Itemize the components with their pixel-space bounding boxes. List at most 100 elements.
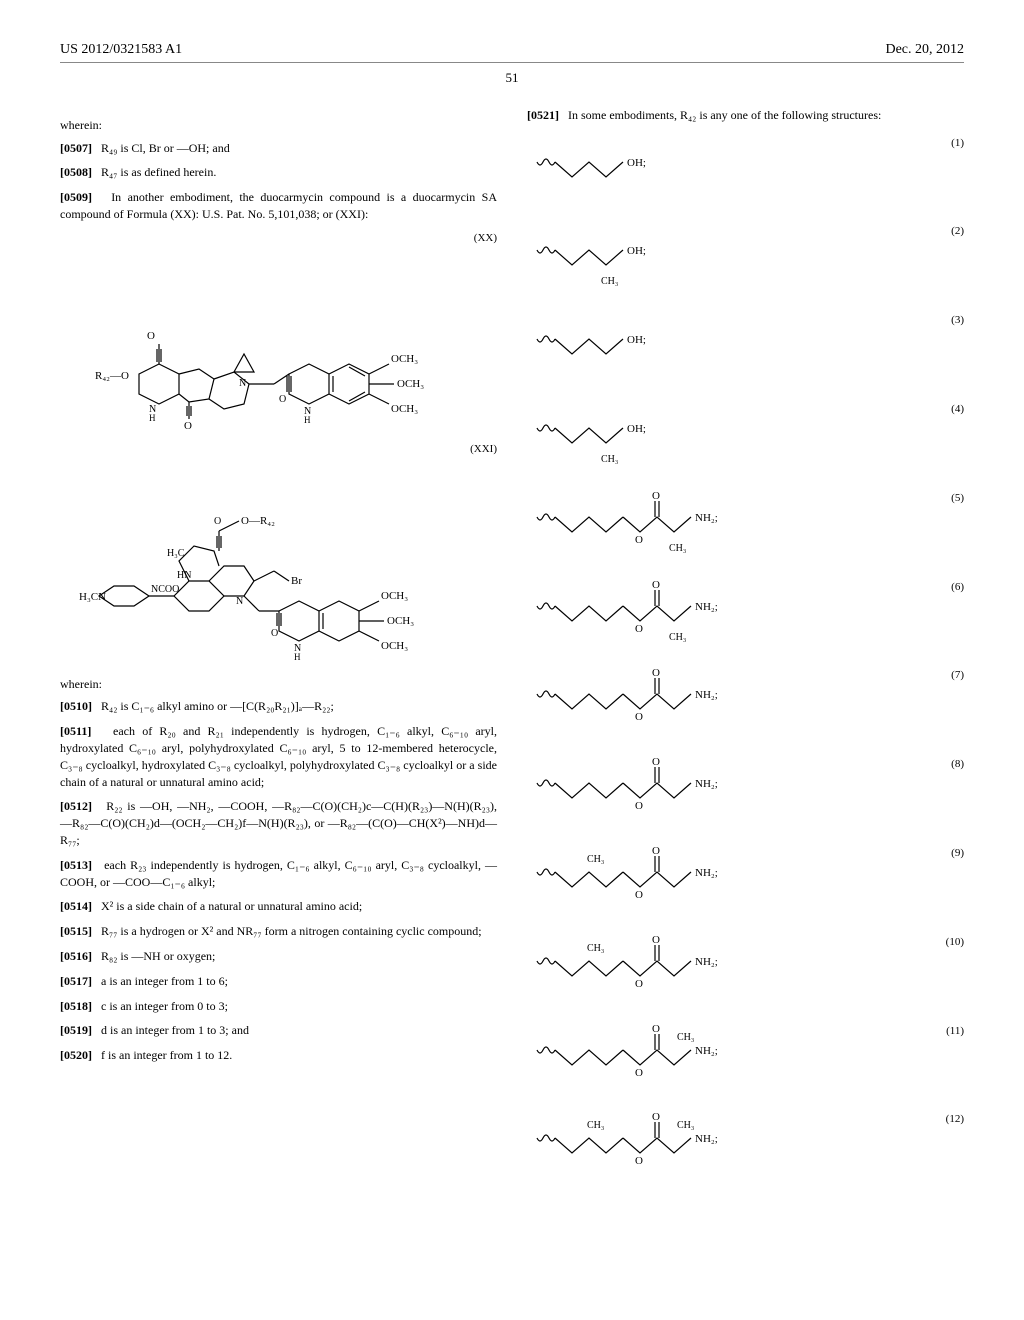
chem-label: HN [177, 570, 191, 581]
structure-number: (12) [946, 1108, 964, 1127]
formula-xxi-label: (XXI) [60, 442, 497, 457]
structure-row: OONH₂;CH₃CH₃(12) [527, 1108, 964, 1193]
para-num: [0519] [60, 1023, 92, 1037]
chem-label: OCH₃ [387, 615, 414, 627]
svg-text:O: O [652, 667, 660, 679]
para-text: X² is a side chain of a natural or unnat… [101, 899, 362, 913]
structure-row: OONH₂;(7) [527, 664, 964, 749]
para-0514: [0514] X² is a side chain of a natural o… [60, 898, 497, 915]
svg-text:O: O [652, 756, 660, 768]
chain-structure-icon: O O NH₂; CH₃ [527, 842, 747, 927]
page-number: 51 [60, 69, 964, 87]
para-0516: [0516] R₈₂ is —NH or oxygen; [60, 948, 497, 965]
para-num: [0514] [60, 899, 92, 913]
structure-row: OONH₂; (8) [527, 753, 964, 838]
para-0513: [0513] each R₂₃ independently is hydroge… [60, 857, 497, 891]
para-num: [0509] [60, 190, 92, 204]
svg-text:O: O [635, 1155, 643, 1167]
chem-label: NCOO [151, 584, 179, 595]
para-0521: [0521] In some embodiments, R₄₂ is any o… [527, 107, 964, 124]
para-text: each of R₂₀ and R₂₁ independently is hyd… [60, 724, 497, 788]
svg-text:NH₂;: NH₂; [695, 512, 718, 524]
chain-structure-icon: OONH₂;CH₃ [527, 931, 747, 1016]
wherein-1: wherein: [60, 117, 497, 134]
para-text: In some embodiments, R₄₂ is any one of t… [568, 108, 881, 122]
para-text: d is an integer from 1 to 3; and [101, 1023, 249, 1037]
para-num: [0508] [60, 165, 92, 179]
structure-row: OONH₂;CH₃ (11) [527, 1020, 964, 1105]
para-text: R₄₇ is as defined herein. [101, 165, 216, 179]
svg-text:O: O [652, 845, 660, 857]
svg-text:O: O [652, 579, 660, 591]
svg-text:OH;: OH; [627, 423, 646, 435]
two-column-layout: wherein: [0507] R₄₉ is Cl, Br or —OH; an… [60, 107, 964, 1197]
svg-text:NH₂;: NH₂; [695, 689, 718, 701]
para-0510: [0510] R₄₂ is C₁₋₆ alkyl amino or —[C(R₂… [60, 698, 497, 715]
svg-text:NH₂;: NH₂; [695, 601, 718, 613]
chem-label: OCH₃ [397, 378, 424, 390]
structure-row: OONH₂;CH₃(10) [527, 931, 964, 1016]
chem-label: N [236, 596, 243, 607]
chem-label: H [294, 652, 301, 662]
publication-date: Dec. 20, 2012 [885, 40, 964, 60]
para-0509: [0509] In another embodiment, the duocar… [60, 189, 497, 223]
structure-number: (6) [951, 576, 964, 595]
structure-number: (10) [946, 931, 964, 950]
chain-structure-icon: OH; [527, 309, 687, 394]
svg-text:CH₃: CH₃ [587, 943, 604, 954]
para-0507: [0507] R₄₉ is Cl, Br or —OH; and [60, 140, 497, 157]
structure-number: (3) [951, 309, 964, 328]
structure-number: (4) [951, 398, 964, 417]
chain-structure-icon: OH; [527, 132, 687, 217]
structure-number: (11) [946, 1020, 964, 1039]
para-num: [0516] [60, 949, 92, 963]
chain-structure-icon: OONH₂; [527, 753, 747, 838]
svg-text:O: O [652, 490, 660, 502]
chem-label: H₃CN [79, 591, 106, 603]
svg-text:NH₂;: NH₂; [695, 867, 718, 879]
svg-text:CH₃: CH₃ [677, 1120, 694, 1131]
chem-label: H₃C [167, 548, 185, 559]
structure-number: (2) [951, 220, 964, 239]
para-num: [0520] [60, 1048, 92, 1062]
chain-structure-icon: OONH₂;CH₃ [527, 576, 747, 661]
svg-text:OH;: OH; [627, 245, 646, 257]
svg-text:O: O [652, 1111, 660, 1123]
svg-text:O: O [635, 534, 643, 546]
structure-number: (8) [951, 753, 964, 772]
chem-label: OCH₃ [391, 403, 418, 415]
right-column: [0521] In some embodiments, R₄₂ is any o… [527, 107, 964, 1197]
chem-label: OCH₃ [391, 353, 418, 365]
svg-text:O: O [652, 934, 660, 946]
chem-label: O [271, 628, 278, 639]
structure-number: (1) [951, 132, 964, 151]
chem-label: OCH₃ [381, 640, 408, 652]
para-num: [0511] [60, 724, 91, 738]
svg-text:CH₃: CH₃ [677, 1032, 694, 1043]
chem-label: OCH₃ [381, 590, 408, 602]
chem-label: O [184, 420, 192, 432]
svg-text:CH₃: CH₃ [587, 854, 604, 865]
para-text: a is an integer from 1 to 6; [101, 974, 228, 988]
para-text: In another embodiment, the duocarmycin c… [60, 190, 497, 221]
chain-structure-icon: OONH₂; [527, 664, 747, 749]
chem-label: O [279, 394, 286, 405]
svg-text:O: O [635, 889, 643, 901]
para-0519: [0519] d is an integer from 1 to 3; and [60, 1022, 497, 1039]
svg-text:NH₂;: NH₂; [695, 956, 718, 968]
svg-text:O: O [652, 1023, 660, 1035]
para-text: R₄₉ is Cl, Br or —OH; and [101, 141, 230, 155]
formula-xx-label: (XX) [60, 231, 497, 246]
structure-row: OH; CH₃ (2) [527, 220, 964, 305]
chem-label: O [214, 516, 221, 527]
svg-text:CH₃: CH₃ [669, 543, 686, 554]
structure-number: (9) [951, 842, 964, 861]
svg-text:CH₃: CH₃ [601, 454, 618, 465]
para-0517: [0517] a is an integer from 1 to 6; [60, 973, 497, 990]
svg-text:CH₃: CH₃ [601, 276, 618, 287]
chain-structure-icon: OONH₂;CH₃ [527, 1020, 747, 1105]
chain-structure-icon: OONH₂;CH₃CH₃ [527, 1108, 747, 1193]
svg-text:NH₂;: NH₂; [695, 1133, 718, 1145]
chemical-structure-xxi: H₃CN NCOO H₃C HN O O—R₄₂ Br N O N H OCH₃… [60, 466, 497, 666]
para-text: c is an integer from 0 to 3; [101, 999, 228, 1013]
